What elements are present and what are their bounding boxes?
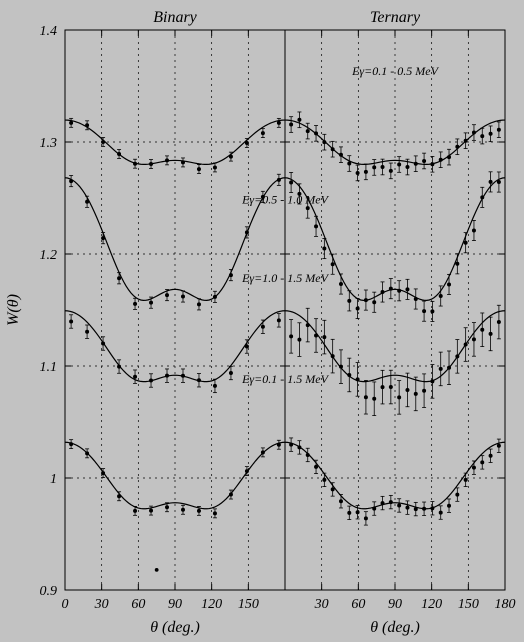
ytick-label: 1	[50, 472, 57, 487]
artifact-dot	[155, 568, 158, 571]
xtick-label: 90	[388, 597, 402, 612]
angular-distribution-plot: 0.9 1 1.1 1.2 1.3 1.4 0 30 60 90 120 150 30 60 90 120 15…	[0, 0, 524, 642]
xtick-label: 60	[351, 597, 365, 612]
ytick-label: 1.2	[40, 248, 58, 263]
ytick-label: 1.1	[40, 360, 58, 375]
series-label: Eγ=1.0 - 1.5 MeV	[241, 271, 329, 285]
xtick-label: 30	[314, 597, 329, 612]
xlabel-left: θ (deg.)	[150, 619, 200, 636]
xtick-label: 150	[458, 597, 479, 612]
ytick-label: 1.4	[40, 24, 58, 39]
series-label: Eγ=0.1 - 0.5 MeV	[351, 64, 439, 78]
xtick-label: 60	[131, 597, 145, 612]
xtick-label: 150	[238, 597, 259, 612]
xlabel-right: θ (deg.)	[370, 619, 420, 636]
xtick-label: 90	[168, 597, 182, 612]
panel-title-left: Binary	[153, 9, 197, 26]
xtick-label: 0	[62, 597, 69, 612]
xtick-label: 30	[94, 597, 109, 612]
series-label: Eγ=0.1 - 1.5 MeV	[241, 372, 329, 386]
series-label: Eγ=0.5 - 1.0 MeV	[241, 193, 329, 207]
xtick-label: 120	[421, 597, 442, 612]
xtick-label: 180	[495, 597, 516, 612]
ytick-label: 1.3	[40, 136, 58, 151]
ylabel: W(θ)	[5, 294, 22, 326]
panel-title-right: Ternary	[370, 9, 421, 26]
ytick-label: 0.9	[40, 584, 58, 599]
xtick-label: 120	[201, 597, 222, 612]
